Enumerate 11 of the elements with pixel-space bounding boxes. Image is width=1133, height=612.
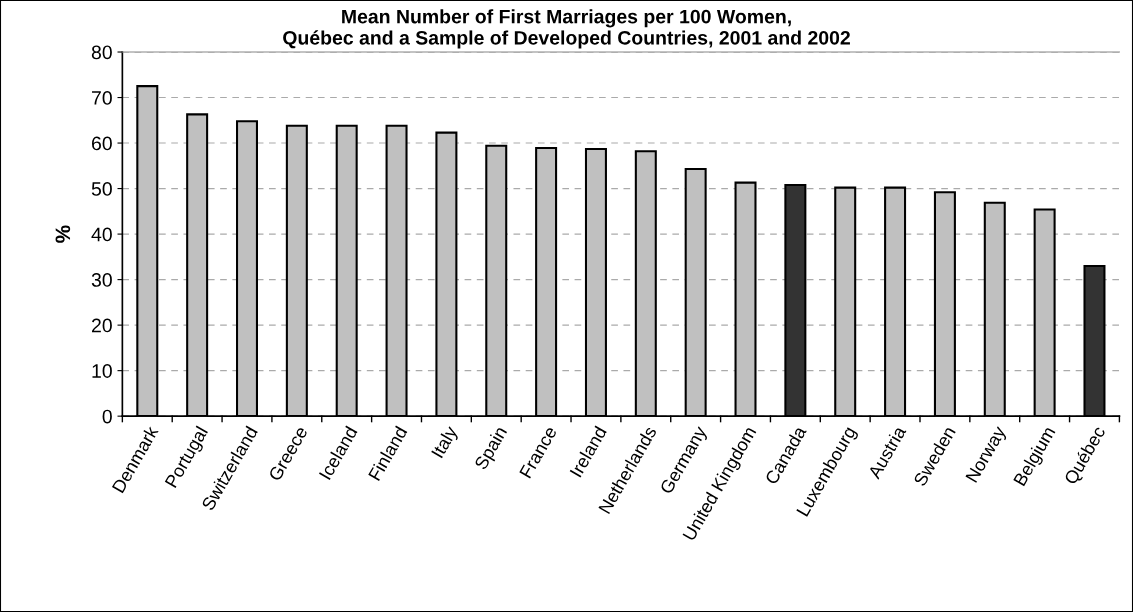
y-tick-label: 60 [92,136,112,151]
y-axis-title: % [55,225,71,243]
y-tick-label: 10 [92,364,112,378]
y-tick-label: 50 [91,182,112,196]
y-tick-label: 30 [91,273,112,287]
y-tick-label: 70 [92,91,112,105]
y-tick-label: 40 [91,227,112,242]
y-tick-label: 20 [91,318,112,333]
y-tick-label: 80 [91,45,112,60]
chart-title: Mean Number of First Marriages per 100 Women, Québec and a Sample of Developed Countries, 2001 and 2002 [283,9,850,49]
y-tick-label: 0 [102,409,112,424]
